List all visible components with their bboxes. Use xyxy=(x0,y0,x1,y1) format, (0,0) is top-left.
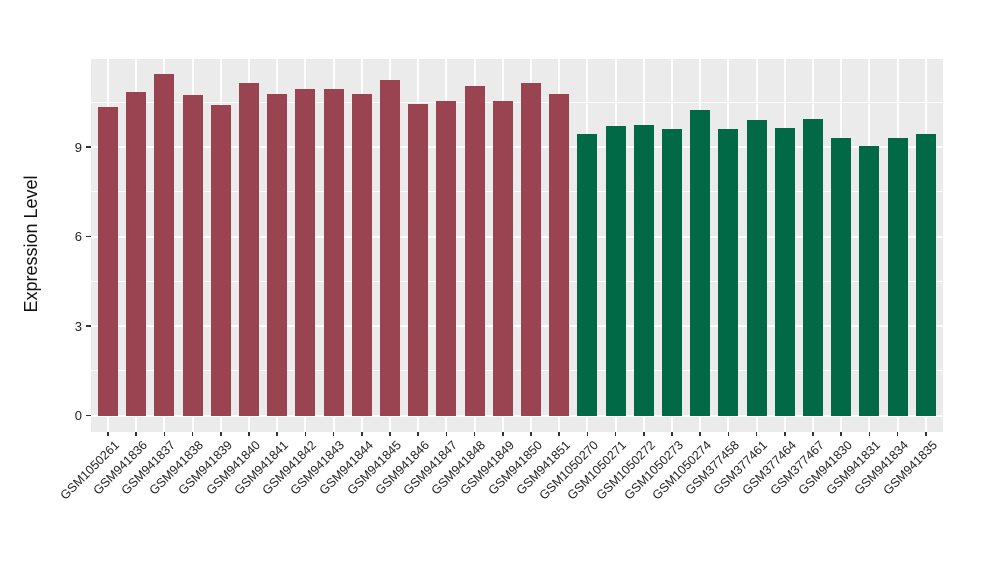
y-tick-label: 0 xyxy=(74,408,82,424)
y-tick-mark xyxy=(86,146,91,148)
bar-GSM941838 xyxy=(182,95,203,416)
x-tick-mark xyxy=(163,432,166,436)
x-tick-mark xyxy=(614,432,617,436)
bar-GSM941839 xyxy=(210,105,231,416)
bar-GSM941847 xyxy=(436,100,457,416)
y-axis-title: Expression Level xyxy=(21,175,41,313)
bar-GSM941844 xyxy=(351,93,372,416)
bar-GSM941841 xyxy=(267,93,288,416)
bar-GSM1050261 xyxy=(98,106,118,416)
x-tick-mark xyxy=(445,432,448,436)
bar-GSM377461 xyxy=(746,120,767,416)
bar-GSM1050274 xyxy=(690,109,711,416)
x-tick-mark xyxy=(304,432,307,436)
x-tick-mark xyxy=(784,432,786,436)
x-tick-mark xyxy=(361,432,363,436)
major-gridline xyxy=(91,235,943,238)
y-tick-mark xyxy=(86,414,91,417)
x-tick-mark xyxy=(220,432,222,436)
bar-GSM1050271 xyxy=(605,126,626,416)
bar-GSM1050270 xyxy=(577,133,598,416)
x-tick-mark xyxy=(671,432,673,436)
x-tick-mark xyxy=(530,432,532,436)
x-tick-mark xyxy=(473,432,476,436)
x-tick-mark xyxy=(389,432,391,436)
bar-GSM1050272 xyxy=(633,124,654,416)
x-tick-mark xyxy=(840,432,842,436)
bar-GSM941836 xyxy=(126,92,147,416)
plot-panel xyxy=(91,57,943,432)
bar-GSM941843 xyxy=(323,89,344,416)
minor-gridline xyxy=(91,101,943,103)
y-tick-label: 3 xyxy=(74,318,82,334)
bar-GSM941831 xyxy=(859,145,880,416)
y-tick-mark xyxy=(86,325,91,327)
x-tick-mark xyxy=(868,432,871,436)
minor-gridline xyxy=(91,370,943,372)
bar-GSM377464 xyxy=(774,127,795,416)
x-tick-mark xyxy=(276,432,278,436)
x-tick-mark xyxy=(896,432,899,436)
bar-GSM941837 xyxy=(154,74,175,416)
bar-GSM941849 xyxy=(492,100,513,416)
x-tick-mark xyxy=(332,432,335,436)
minor-gridline xyxy=(91,280,943,282)
bar-GSM941840 xyxy=(239,83,259,416)
bar-GSM941850 xyxy=(521,83,541,416)
bar-GSM941830 xyxy=(831,138,852,416)
bar-GSM941851 xyxy=(549,93,570,416)
x-tick-mark xyxy=(107,432,109,436)
major-gridline xyxy=(91,325,943,328)
x-tick-mark xyxy=(643,432,645,436)
x-tick-mark xyxy=(755,432,758,436)
y-tick-label: 9 xyxy=(74,139,82,155)
y-tick-label: 6 xyxy=(74,229,82,245)
x-tick-mark xyxy=(135,432,137,436)
x-tick-mark xyxy=(417,432,419,436)
x-tick-mark xyxy=(248,432,250,436)
bar-GSM941835 xyxy=(915,133,936,416)
bar-GSM377458 xyxy=(718,129,739,416)
x-tick-mark xyxy=(558,432,560,436)
bar-GSM941846 xyxy=(408,103,429,416)
major-gridline xyxy=(91,57,943,59)
x-tick-mark xyxy=(925,432,927,436)
bar-GSM941842 xyxy=(295,89,316,416)
x-tick-mark xyxy=(727,432,730,436)
minor-gridline xyxy=(91,191,943,193)
y-tick-mark xyxy=(86,235,91,238)
x-tick-mark xyxy=(191,432,194,436)
x-tick-mark xyxy=(502,432,504,436)
bar-GSM377467 xyxy=(803,118,823,416)
x-tick-mark xyxy=(699,432,701,436)
major-gridline xyxy=(91,414,943,417)
major-gridline xyxy=(91,146,943,149)
bar-GSM941834 xyxy=(887,138,908,416)
x-tick-mark xyxy=(812,432,814,436)
bar-GSM941848 xyxy=(464,86,485,416)
bar-GSM1050273 xyxy=(662,129,682,416)
bar-GSM941845 xyxy=(380,80,400,416)
x-tick-mark xyxy=(586,432,589,436)
